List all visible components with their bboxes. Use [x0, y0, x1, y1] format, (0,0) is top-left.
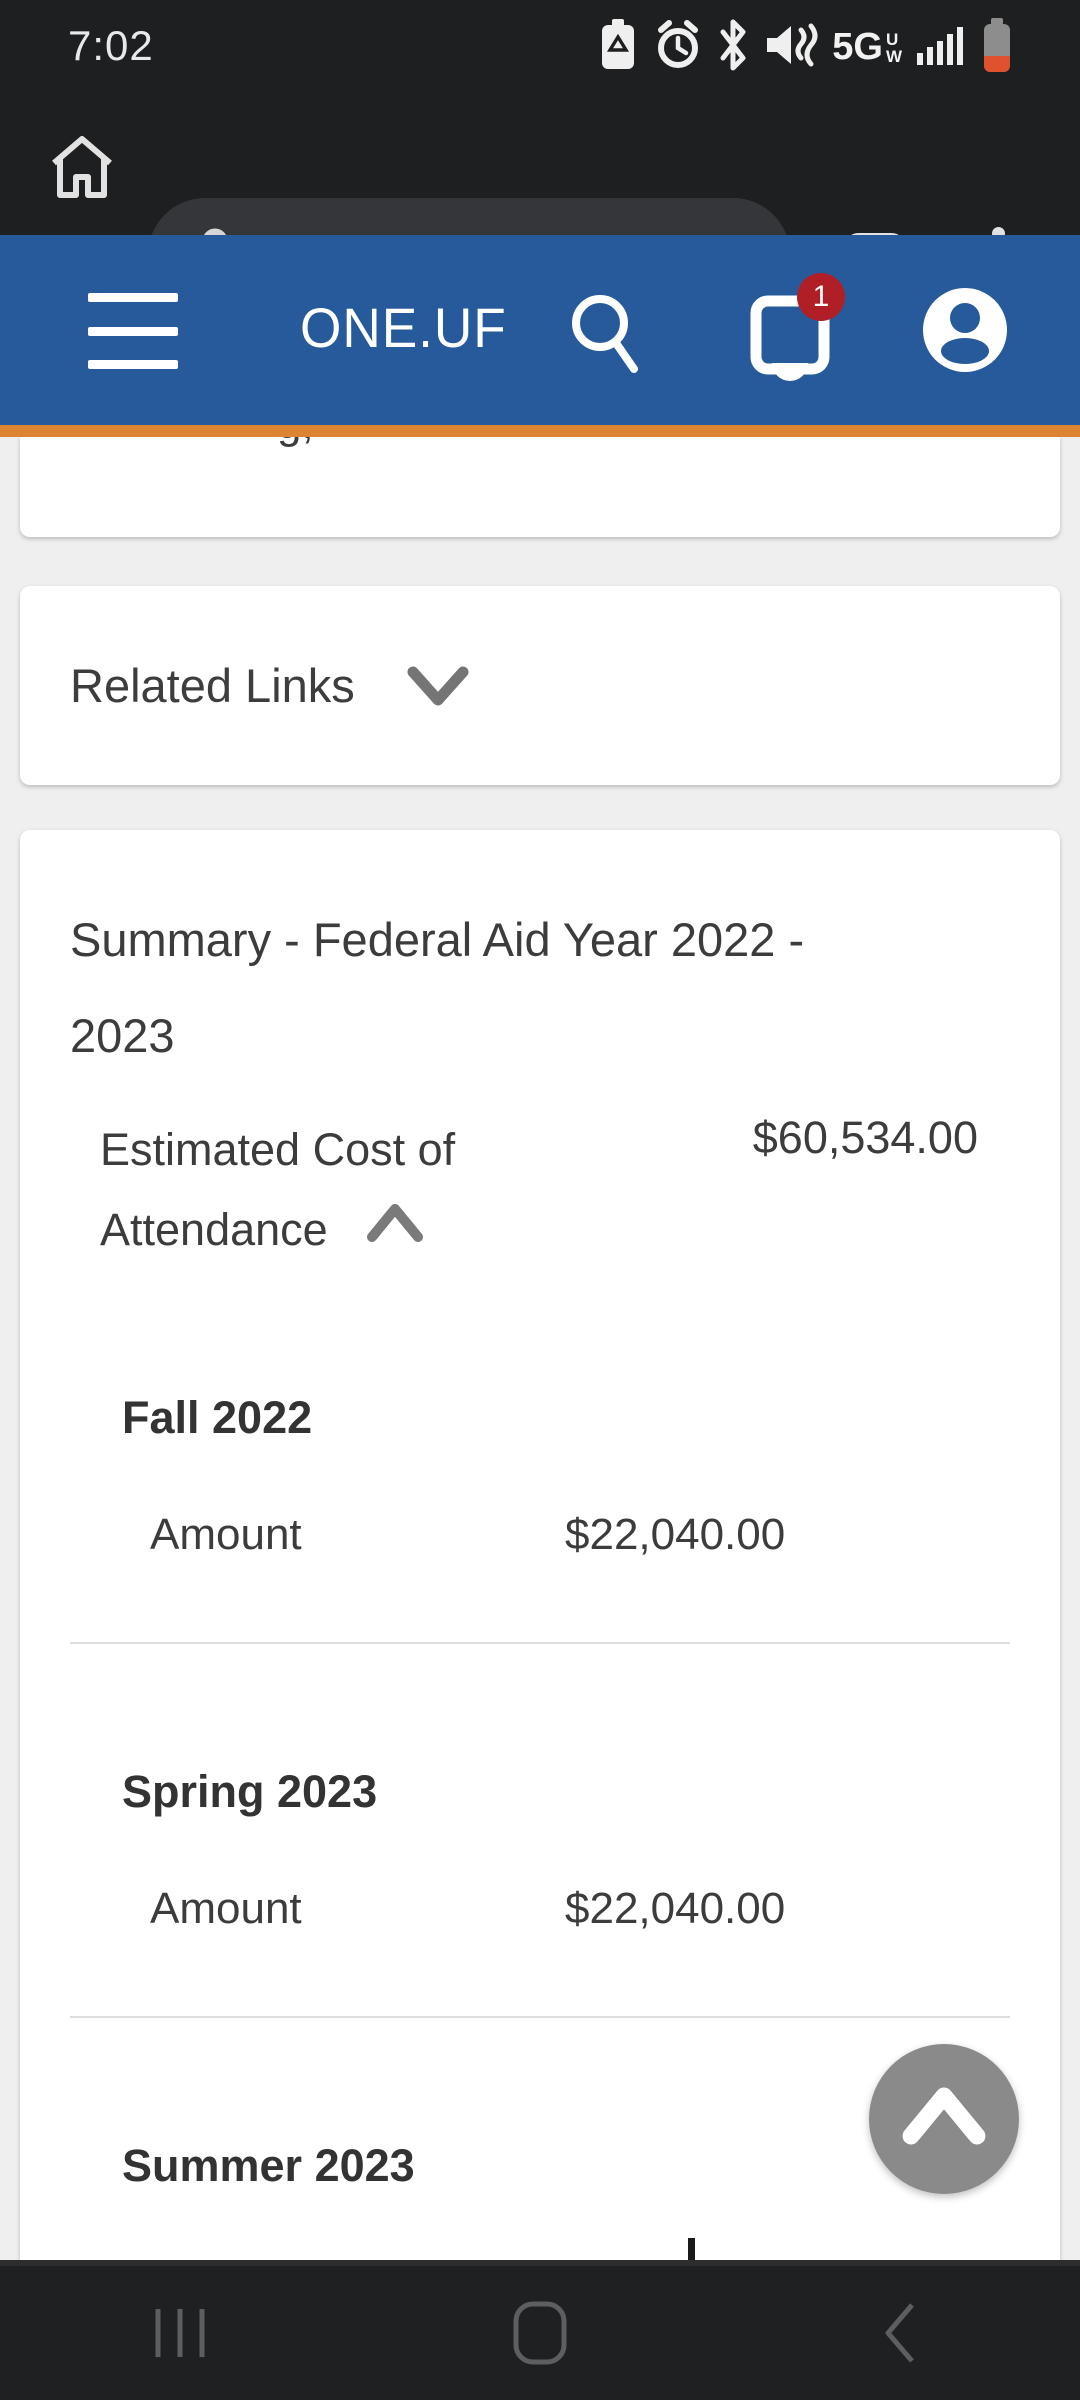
divider: [70, 2016, 1010, 2018]
term-section-summer: Summer 2023 Amount $16,454.00: [20, 2018, 1060, 2260]
signal-strength-icon: [915, 19, 967, 76]
divider: [70, 1642, 1010, 1644]
browser-home-button[interactable]: [40, 125, 124, 214]
clipped-text-fragment-bottom: [688, 2238, 695, 2260]
notifications-button[interactable]: [742, 287, 838, 388]
amount-value: $22,040.00: [565, 1884, 786, 1933]
arrow-up-icon: [902, 2087, 986, 2145]
alarm-icon: [653, 18, 703, 77]
vibrate-mute-icon: [763, 18, 819, 77]
amount-label: Amount: [150, 1884, 302, 1933]
term-heading: Summer 2023: [122, 2140, 415, 2191]
cost-of-attendance-label: Estimated Cost of Attendance: [100, 1124, 456, 1255]
term-section-fall: Fall 2022 Amount $22,040.00: [20, 1270, 1060, 1644]
scroll-to-top-button[interactable]: [869, 2044, 1019, 2194]
related-links-label: Related Links: [70, 659, 355, 712]
android-nav-bar: [0, 2260, 1080, 2400]
page-content[interactable]: g, Related Links Summary - Federal Aid Y…: [0, 437, 1080, 2260]
search-button[interactable]: [556, 283, 656, 388]
amount-label: Amount: [150, 2258, 565, 2260]
accent-bar: [0, 425, 1080, 437]
term-heading: Fall 2022: [122, 1392, 313, 1443]
battery-low-icon: [980, 16, 1014, 79]
cost-of-attendance-row[interactable]: Estimated Cost of Attendance $60,534.00: [20, 1084, 1060, 1270]
amount-value: $16,454.00: [565, 2258, 785, 2260]
clipped-text-fragment: g,: [277, 437, 314, 449]
battery-saver-icon: [596, 17, 640, 78]
recents-button[interactable]: [0, 2266, 360, 2400]
amount-value: $22,040.00: [565, 1510, 786, 1559]
back-button[interactable]: [720, 2266, 1080, 2400]
app-header: ONE.UF 1: [0, 235, 1080, 425]
notification-badge: 1: [797, 273, 845, 321]
profile-button[interactable]: [912, 277, 1018, 388]
app-title[interactable]: ONE.UF: [300, 296, 507, 359]
chevron-up-icon[interactable]: [362, 1204, 428, 1255]
amount-row: Amount $22,040.00: [20, 1510, 1060, 1560]
term-heading: Spring 2023: [122, 1766, 378, 1817]
term-section-spring: Spring 2023 Amount $22,040.00: [20, 1644, 1060, 2018]
url-bar-row: one.uf.edu/financia 2: [0, 95, 1080, 312]
related-links-card[interactable]: Related Links: [20, 586, 1060, 785]
amount-row: Amount $16,454.00: [20, 2258, 1060, 2260]
amount-label: Amount: [150, 1510, 302, 1559]
bluetooth-icon: [716, 18, 750, 77]
chevron-down-icon[interactable]: [399, 662, 477, 719]
status-time: 7:02: [68, 22, 154, 69]
cost-of-attendance-value: $60,534.00: [752, 1112, 978, 1163]
summary-title: Summary - Federal Aid Year 2022 - 2023: [70, 913, 805, 1062]
clipped-top-card: g,: [20, 437, 1060, 537]
summary-card: Summary - Federal Aid Year 2022 - 2023 E…: [20, 830, 1060, 2260]
menu-button[interactable]: [88, 293, 178, 369]
home-button[interactable]: [360, 2266, 720, 2400]
amount-row: Amount $22,040.00: [20, 1884, 1060, 1934]
